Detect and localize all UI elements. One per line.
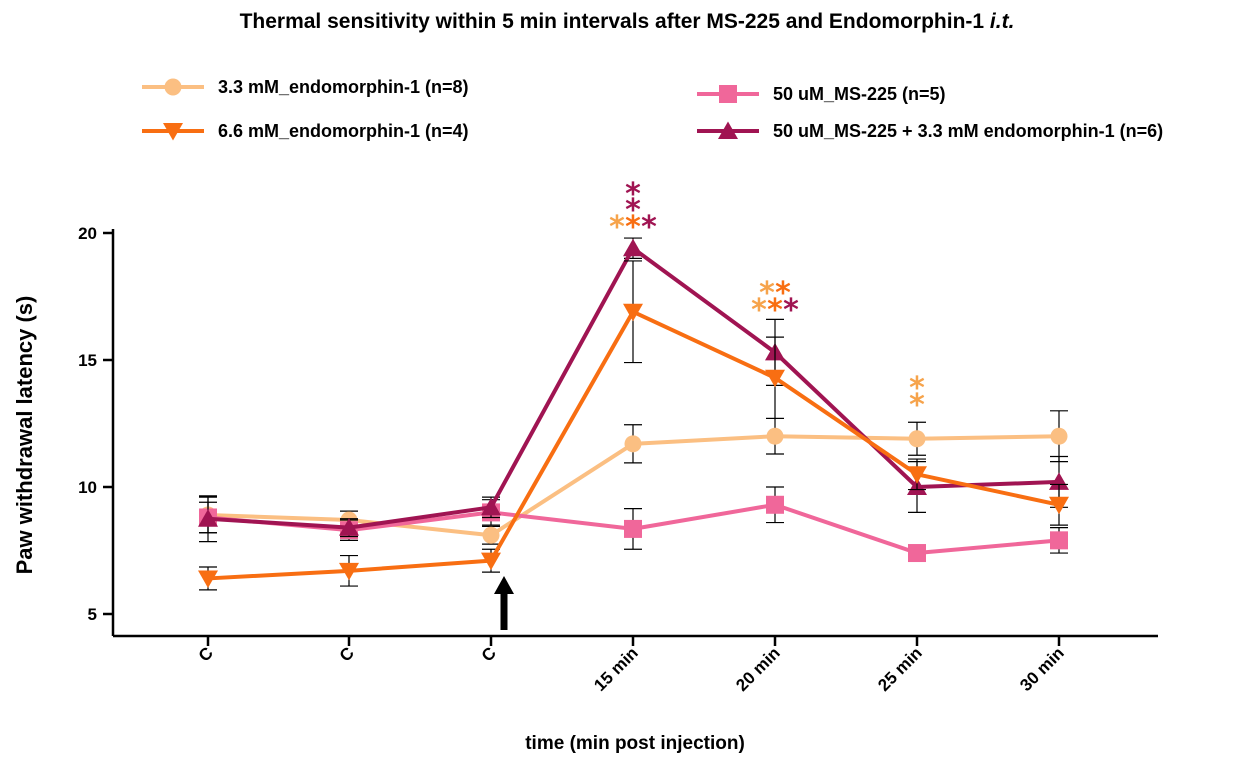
legend-entry-3: 50 uM_MS-225 + 3.3 mM endomorphin-1 (n=6… bbox=[697, 121, 1163, 141]
x-tick-label-3: 15 min bbox=[590, 643, 642, 695]
x-tick-label-2: C bbox=[478, 643, 500, 665]
injection-arrow bbox=[494, 576, 514, 630]
point-1-4 bbox=[765, 369, 785, 388]
chart-title: Thermal sensitivity within 5 min interva… bbox=[240, 10, 1015, 33]
legend-label-3: 50 uM_MS-225 + 3.3 mM endomorphin-1 (n=6… bbox=[773, 121, 1163, 141]
x-tick-label-0: C bbox=[195, 643, 217, 665]
axes: 5 10 15 20 C C C 15 min 20 min 25 min 30 min bbox=[78, 224, 1158, 695]
point-0-4 bbox=[766, 427, 784, 445]
x-tick-label-1: C bbox=[336, 643, 358, 665]
annotations: *** * ** ** * *** bbox=[494, 177, 925, 630]
x-tick-label-6: 30 min bbox=[1016, 643, 1068, 695]
legend-label-1: 6.6 mM_endomorphin-1 (n=4) bbox=[218, 121, 469, 141]
point-2-3 bbox=[624, 519, 642, 538]
legend-label-2: 50 uM_MS-225 (n=5) bbox=[773, 84, 946, 104]
plot-area bbox=[198, 237, 1069, 591]
point-1-3 bbox=[623, 303, 643, 322]
legend-marker-2 bbox=[719, 85, 737, 103]
point-3-0 bbox=[198, 509, 218, 527]
y-tick-label-10: 10 bbox=[78, 478, 97, 497]
significance-star-7: * bbox=[751, 293, 767, 328]
point-1-1 bbox=[339, 562, 359, 581]
point-1-5 bbox=[907, 466, 927, 484]
legend: 3.3 mM_endomorphin-1 (n=8) 6.6 mM_endomor… bbox=[142, 77, 1163, 141]
y-axis-label: Paw withdrawal latency (s) bbox=[12, 296, 37, 575]
legend-marker-1 bbox=[163, 123, 183, 141]
point-3-1 bbox=[339, 518, 359, 536]
legend-marker-0 bbox=[164, 78, 182, 96]
significance-star-4: * bbox=[641, 210, 657, 245]
point-2-5 bbox=[908, 544, 926, 563]
x-tick-label-5: 25 min bbox=[874, 643, 926, 695]
significance-star-0: * bbox=[625, 177, 641, 212]
series-1 bbox=[198, 260, 1069, 591]
legend-entry-1: 6.6 mM_endomorphin-1 (n=4) bbox=[142, 121, 469, 141]
legend-entry-2: 50 uM_MS-225 (n=5) bbox=[697, 84, 946, 104]
significance-star-9: * bbox=[783, 293, 799, 328]
point-0-3 bbox=[624, 435, 642, 453]
significance-star-5: * bbox=[759, 276, 775, 311]
point-3-6 bbox=[1049, 472, 1069, 490]
significance-star-1: * bbox=[625, 193, 641, 228]
point-1-6 bbox=[1049, 496, 1069, 515]
x-tick-label-4: 20 min bbox=[732, 643, 784, 695]
legend-label-0: 3.3 mM_endomorphin-1 (n=8) bbox=[218, 77, 469, 97]
point-2-6 bbox=[1050, 531, 1068, 550]
y-tick-label-15: 15 bbox=[78, 351, 97, 370]
chart-title-italic: i.t. bbox=[990, 10, 1015, 33]
legend-entry-0: 3.3 mM_endomorphin-1 (n=8) bbox=[142, 77, 469, 97]
point-1-2 bbox=[481, 552, 501, 571]
significance-star-3: * bbox=[625, 210, 641, 245]
injection-arrow-head bbox=[494, 576, 514, 594]
significance-star-8: * bbox=[767, 293, 783, 328]
significance-star-6: * bbox=[775, 276, 791, 311]
y-tick-label-20: 20 bbox=[78, 224, 97, 243]
injection-arrow-shaft bbox=[500, 590, 508, 630]
significance-star-2: * bbox=[609, 210, 625, 245]
point-0-2 bbox=[482, 526, 500, 544]
point-2-4 bbox=[766, 495, 784, 514]
point-0-6 bbox=[1050, 427, 1068, 445]
chart-title-main: Thermal sensitivity within 5 min interva… bbox=[240, 10, 990, 33]
legend-marker-3 bbox=[718, 121, 738, 139]
point-3-3 bbox=[623, 238, 643, 257]
significance-star-11: * bbox=[909, 388, 925, 423]
x-axis-label: time (min post injection) bbox=[525, 733, 745, 754]
point-0-5 bbox=[908, 430, 926, 448]
y-tick-label-5: 5 bbox=[88, 605, 97, 624]
significance-star-10: * bbox=[909, 371, 925, 406]
point-1-0 bbox=[198, 570, 218, 588]
point-3-2 bbox=[481, 497, 501, 516]
